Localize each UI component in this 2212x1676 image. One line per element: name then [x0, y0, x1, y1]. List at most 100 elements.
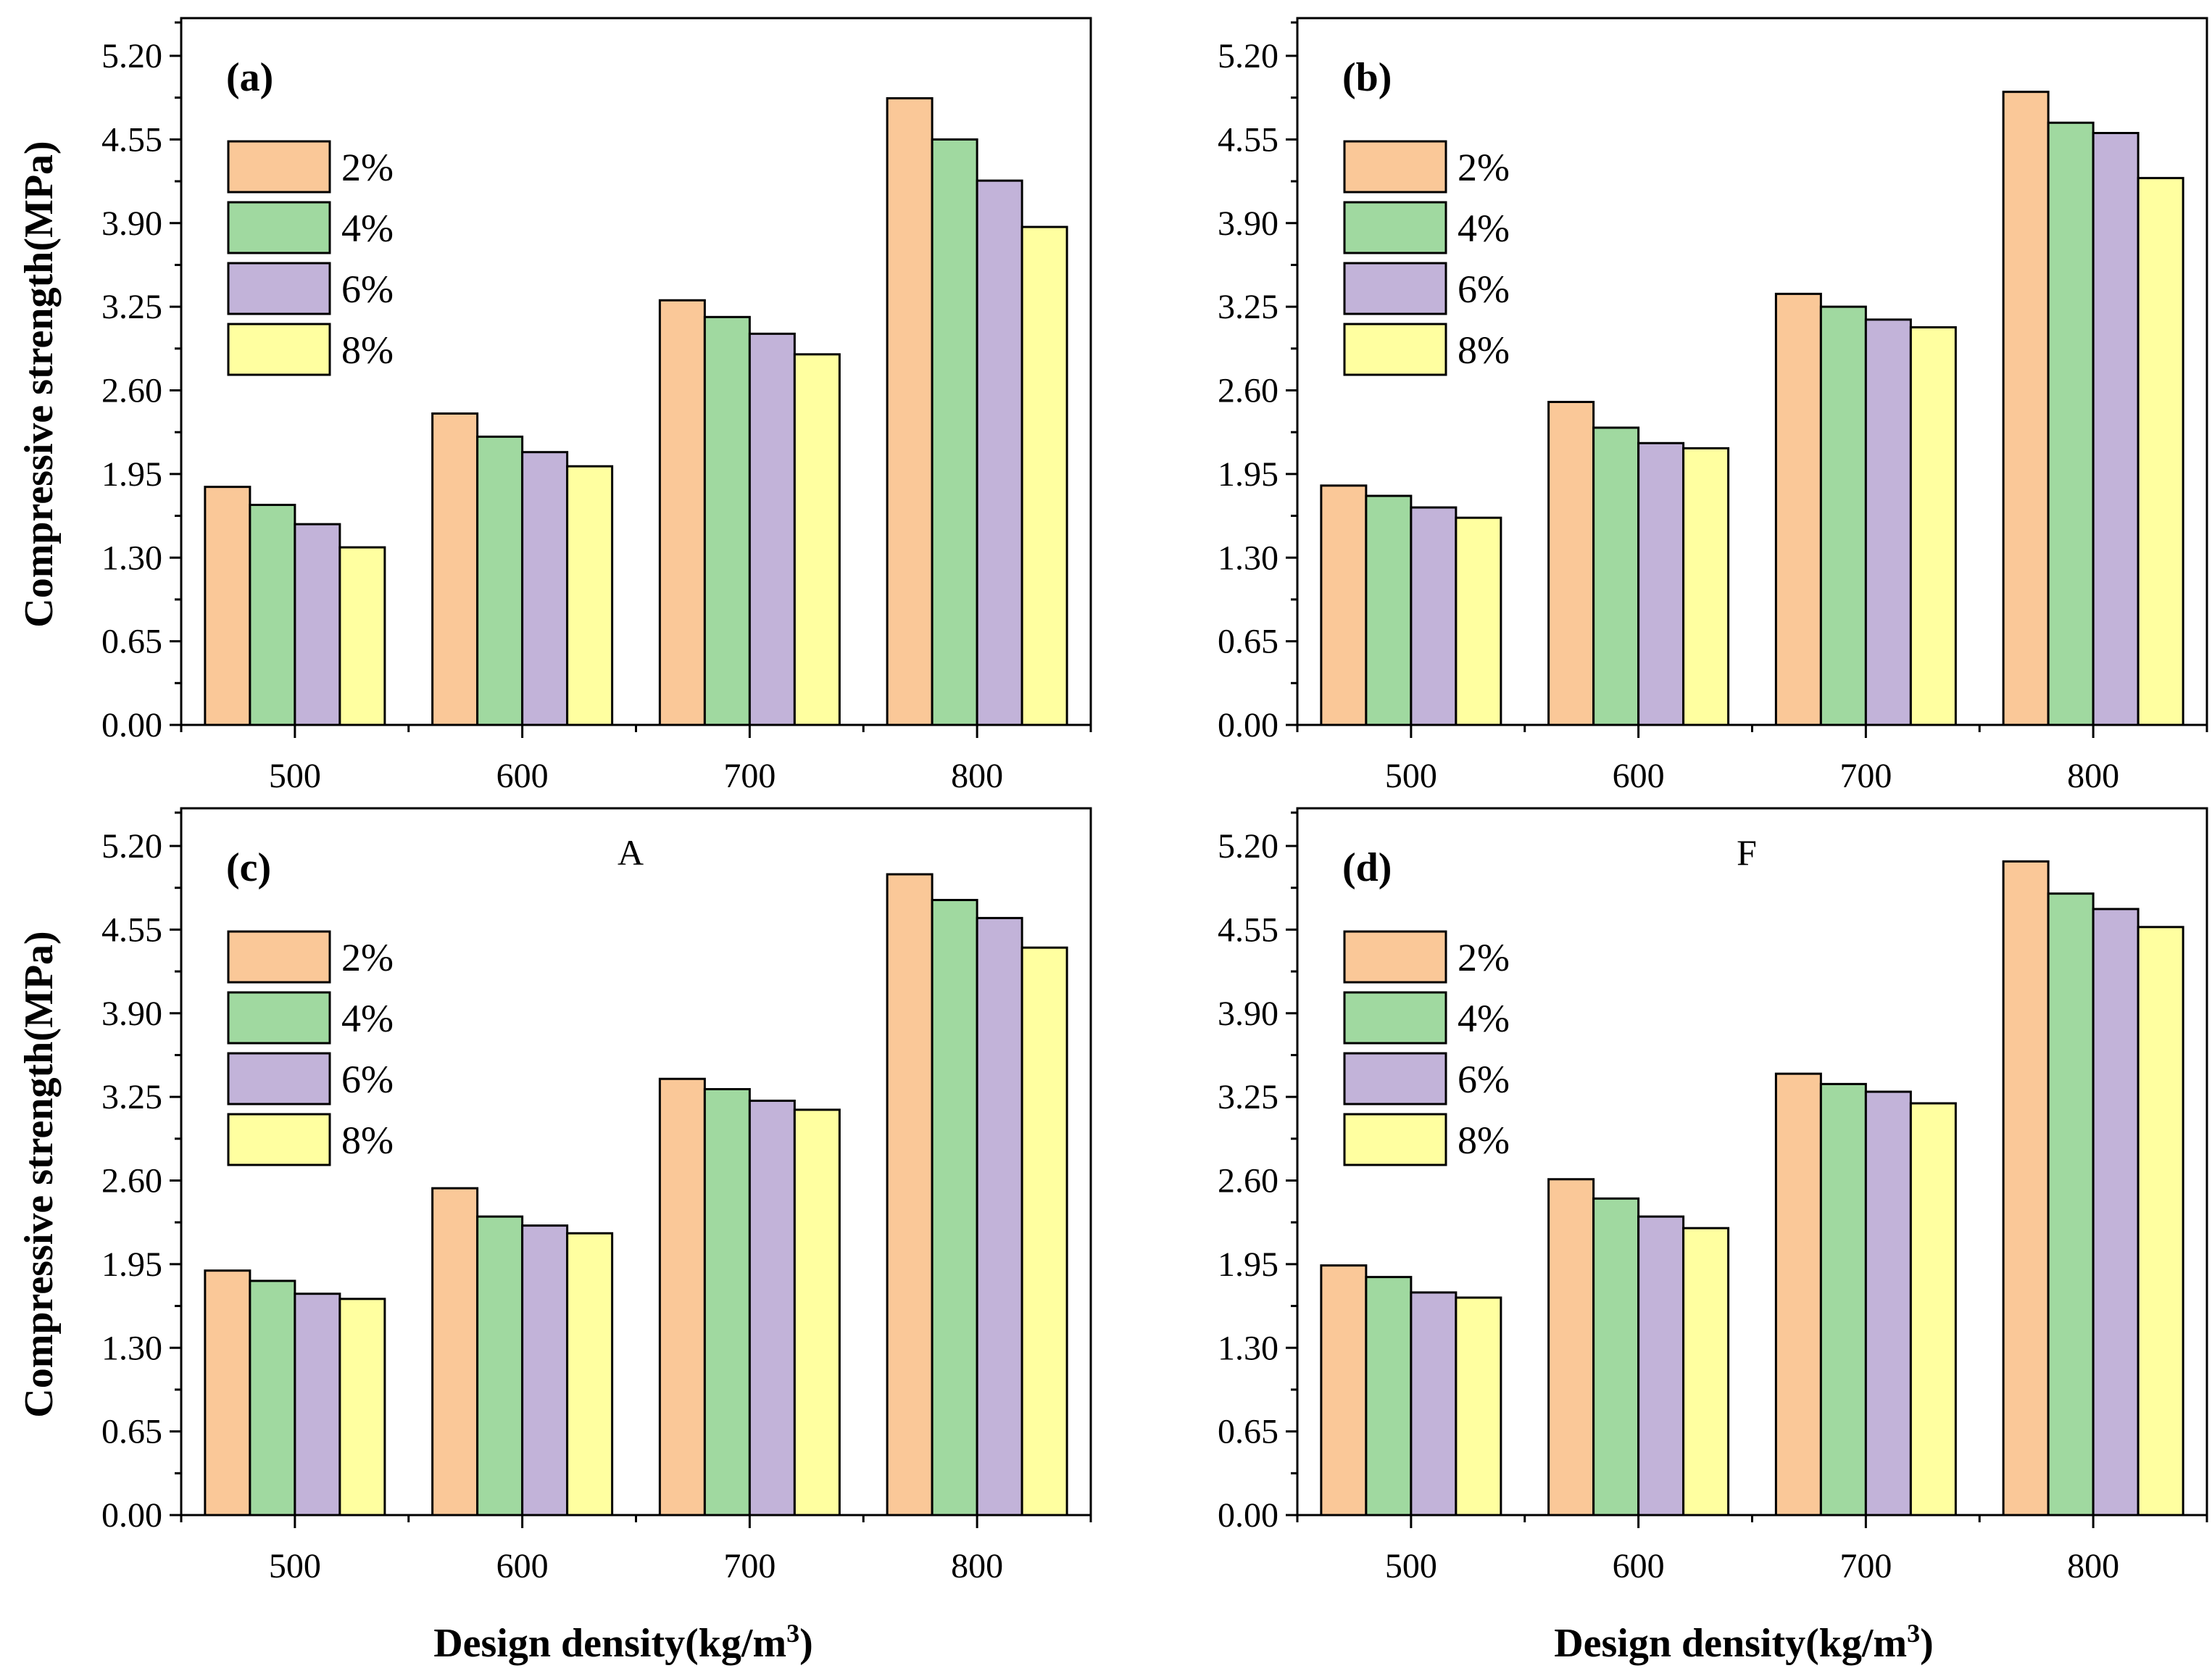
y-tick-label: 4.55 [1218, 910, 1278, 949]
x-tick-label: 600 [1613, 757, 1665, 795]
bar-600-4pct [476, 435, 524, 726]
y-tick-label: 3.25 [1218, 1078, 1278, 1116]
bar-600-8pct [566, 1232, 614, 1517]
legend-label: 2% [341, 936, 394, 979]
bar-800-6pct [2092, 132, 2140, 726]
y-tick-label: 0.65 [1218, 623, 1278, 661]
bar-600-6pct [521, 451, 569, 726]
bar-800-2pct [886, 873, 934, 1517]
x-axis-title-left-sup: 3 [786, 1619, 799, 1648]
legend-swatch [1343, 991, 1447, 1045]
y-tick-label: 1.95 [101, 455, 162, 494]
bar-500-6pct [294, 523, 341, 726]
bar-500-2pct [1320, 484, 1368, 726]
bar-600-8pct [566, 465, 614, 726]
bar-800-8pct [2137, 926, 2184, 1517]
bar-500-2pct [1320, 1264, 1368, 1517]
y-axis-title-top: Compressive strength(MPa) [17, 141, 62, 627]
legend-swatch [227, 1113, 331, 1166]
bar-500-6pct [1410, 1291, 1458, 1517]
legend-swatch [1343, 140, 1447, 194]
x-tick-label: 600 [496, 757, 549, 795]
y-tick-label: 5.20 [101, 827, 162, 866]
y-tick-label: 5.20 [1218, 827, 1278, 866]
x-tick-label: 600 [496, 1547, 549, 1585]
legend-label: 4% [341, 207, 394, 250]
legend-swatch [1343, 323, 1447, 376]
panel-c: 0.00 0.65 1.30 1.95 2.60 3.25 3.90 4.55 5.20 500 6… [101, 807, 1092, 1585]
y-tick-label: 4.55 [101, 120, 162, 159]
bar-500-4pct [249, 503, 296, 726]
bar-700-6pct [748, 332, 796, 726]
y-tick-label: 2.60 [1218, 372, 1278, 410]
bar-700-6pct [1864, 318, 1912, 726]
y-tick-label: 4.55 [101, 910, 162, 949]
legend-label: 8% [1458, 1119, 1510, 1162]
y-tick-label: 1.30 [1218, 1329, 1278, 1367]
y-tick-label: 0.65 [1218, 1413, 1278, 1451]
bar-700-6pct [1864, 1090, 1912, 1517]
x-tick-label: 500 [269, 1547, 321, 1585]
bar-800-8pct [2137, 177, 2184, 726]
x-axis-title-right-close: ) [1920, 1621, 1934, 1666]
bar-800-8pct [1020, 225, 1068, 726]
y-tick-label: 0.65 [101, 623, 162, 661]
x-axis-title-right-main: Design density(kg/m [1554, 1621, 1907, 1666]
x-tick-label: 800 [951, 1547, 1003, 1585]
bar-600-2pct [431, 1187, 479, 1517]
bar-600-8pct [1682, 1227, 1730, 1517]
x-tick-label: 800 [2067, 757, 2119, 795]
y-tick-label: 1.30 [1218, 539, 1278, 577]
y-tick-label: 3.25 [1218, 288, 1278, 326]
panel-label: (a) [226, 55, 273, 100]
x-tick-label: 800 [951, 757, 1003, 795]
y-tick-label: 0.00 [1218, 706, 1278, 744]
y-tick-label: 5.20 [101, 37, 162, 75]
bar-800-8pct [1020, 946, 1068, 1517]
panel-label: (b) [1342, 55, 1392, 100]
bar-500-4pct [1365, 494, 1413, 726]
bar-500-4pct [1365, 1276, 1413, 1517]
x-axis-title-left-main: Design density(kg/m [433, 1621, 786, 1666]
y-tick-label: 0.00 [101, 1496, 162, 1535]
x-tick-label: 700 [723, 1547, 776, 1585]
bar-800-4pct [931, 138, 978, 726]
legend-swatch [1343, 1113, 1447, 1166]
bar-700-2pct [1774, 1072, 1822, 1517]
bar-700-2pct [658, 1077, 706, 1517]
y-tick-label: 3.25 [101, 288, 162, 326]
legend-swatch [227, 930, 331, 984]
bar-500-8pct [1455, 1296, 1502, 1517]
bar-800-6pct [2092, 908, 2140, 1517]
bar-800-6pct [976, 179, 1023, 726]
bar-500-8pct [1455, 516, 1502, 726]
legend-swatch [227, 991, 331, 1045]
bar-500-6pct [294, 1293, 341, 1517]
panel-a: 0.00 0.65 1.30 1.95 2.60 3.25 3.90 4.55 5.20 500 6… [101, 17, 1092, 795]
legend-swatch [1343, 262, 1447, 315]
y-tick-label: 4.55 [1218, 120, 1278, 159]
bar-600-4pct [1592, 426, 1640, 726]
y-tick-label: 1.95 [1218, 1245, 1278, 1284]
legend-label: 6% [341, 1058, 394, 1101]
bar-700-4pct [703, 1087, 751, 1517]
y-tick-label: 1.95 [1218, 455, 1278, 494]
legend-swatch [227, 201, 331, 254]
legend-label: 8% [341, 1119, 394, 1162]
bar-700-8pct [793, 1108, 841, 1517]
legend-label: 6% [1458, 267, 1510, 311]
panel-label: (d) [1342, 845, 1392, 890]
y-tick-label: 3.90 [1218, 204, 1278, 243]
bar-800-4pct [2047, 892, 2095, 1517]
bar-600-6pct [1637, 1215, 1685, 1517]
bar-600-4pct [476, 1215, 524, 1517]
bar-800-2pct [2002, 91, 2050, 726]
bar-700-2pct [1774, 292, 1822, 726]
bar-700-4pct [1819, 1082, 1867, 1517]
x-axis-title-right: Design density(kg/m3) [1554, 1619, 1934, 1666]
legend-swatch [227, 262, 331, 315]
legend-swatch [1343, 1052, 1447, 1105]
bar-800-2pct [886, 97, 934, 726]
x-axis-title-right-sup: 3 [1907, 1619, 1920, 1648]
panel-label: (c) [226, 845, 271, 890]
